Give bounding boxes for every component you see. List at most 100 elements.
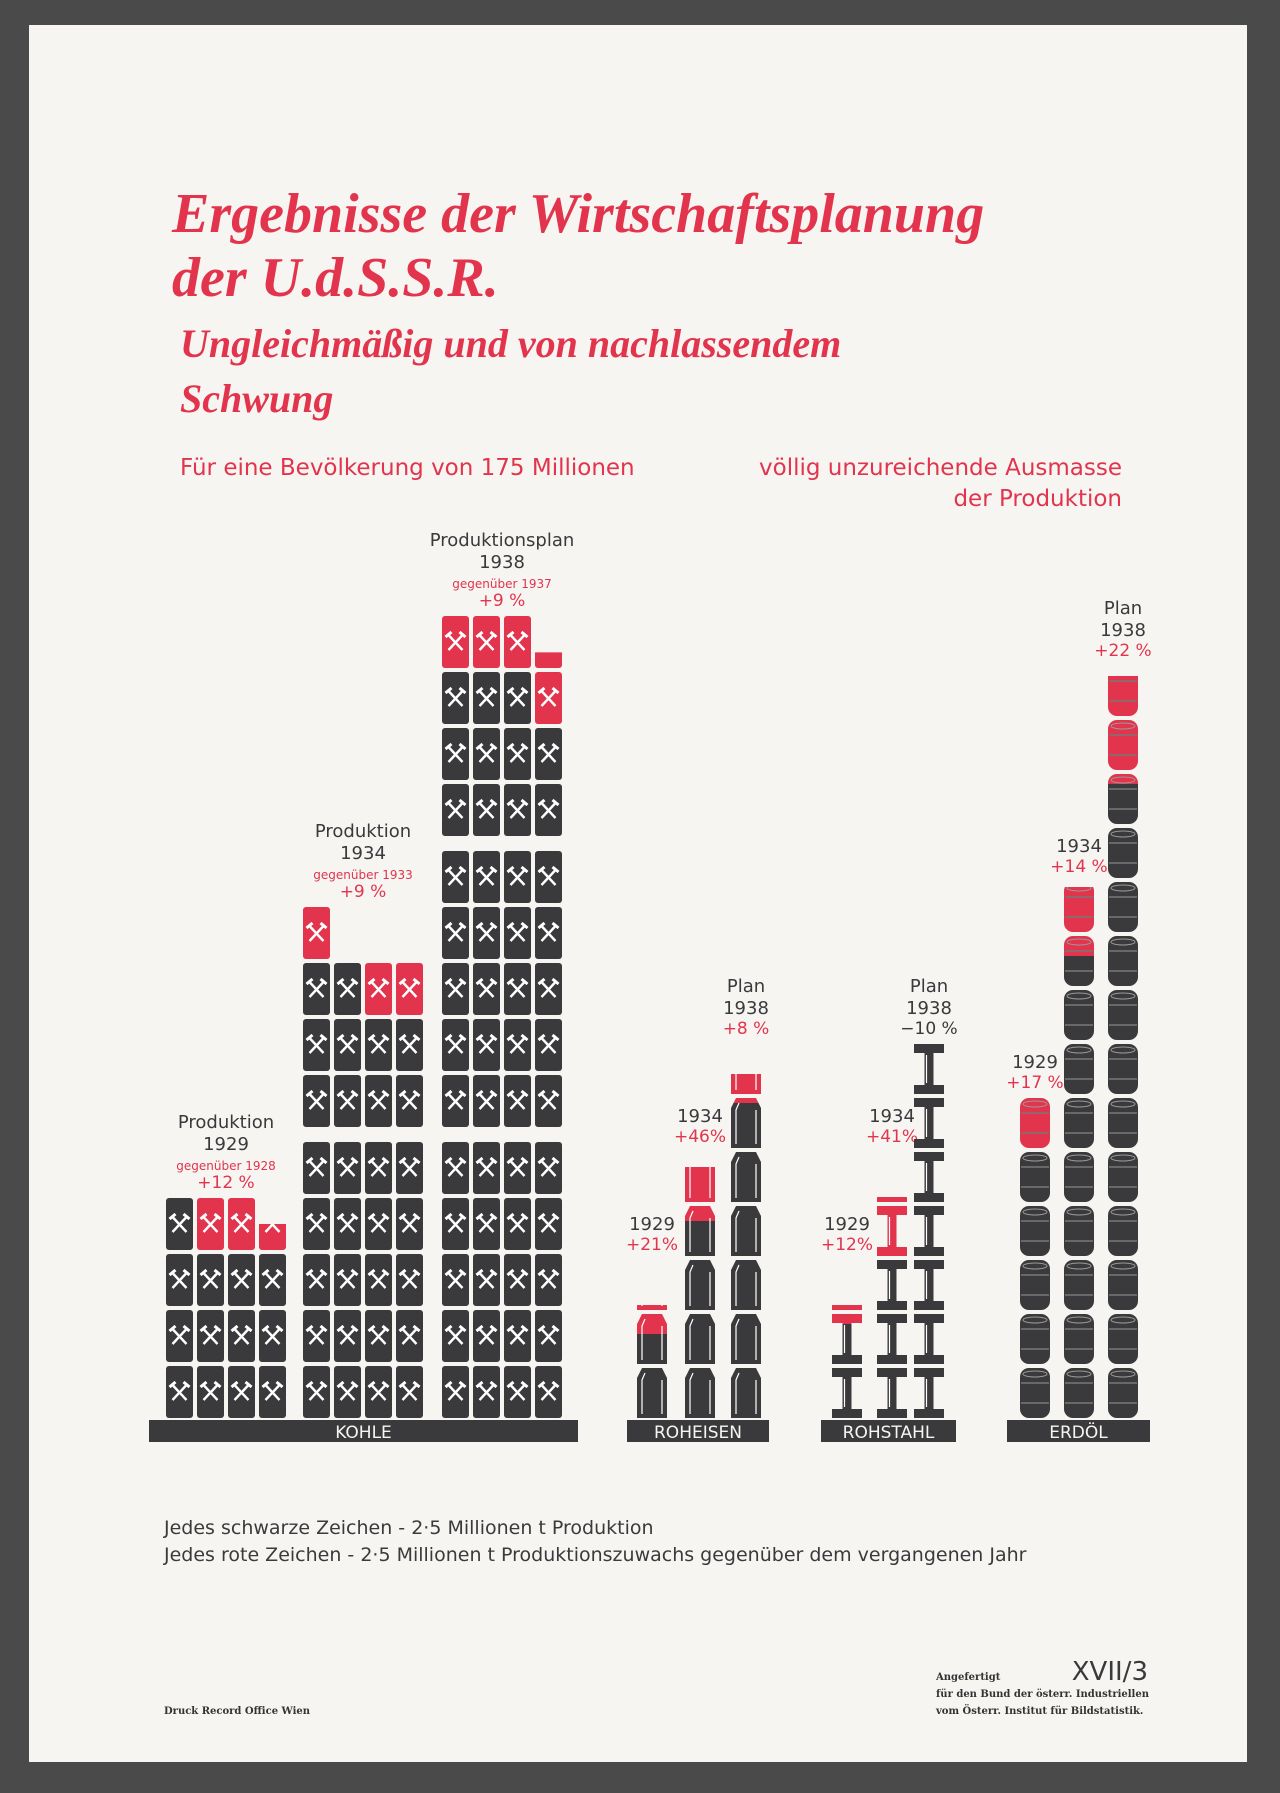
black-icon bbox=[442, 1310, 469, 1362]
comparison-note: gegenüber 1937 bbox=[452, 577, 552, 591]
change-label: +14 % bbox=[1050, 857, 1107, 877]
black-icon bbox=[259, 1310, 286, 1362]
black-icon bbox=[442, 907, 469, 959]
black-icon bbox=[442, 851, 469, 903]
black-icon bbox=[473, 1366, 500, 1418]
black-icon bbox=[1064, 990, 1094, 1040]
black-icon bbox=[1108, 784, 1138, 824]
red-icon bbox=[303, 907, 330, 959]
printer: Druck Record Office Wien bbox=[164, 1706, 311, 1717]
change-label: +9 % bbox=[479, 591, 526, 611]
black-icon bbox=[731, 1206, 761, 1256]
black-icon bbox=[365, 1310, 392, 1362]
column-label: 1938 bbox=[479, 552, 525, 573]
black-icon bbox=[1108, 1152, 1138, 1202]
black-icon bbox=[396, 1254, 423, 1306]
black-icon bbox=[365, 1198, 392, 1250]
black-icon bbox=[303, 1310, 330, 1362]
column-label: 1938 bbox=[1100, 620, 1146, 641]
black-icon bbox=[334, 1310, 361, 1362]
black-icon bbox=[877, 1368, 907, 1418]
black-icon bbox=[396, 1366, 423, 1418]
black-icon bbox=[303, 1142, 330, 1194]
title: der U.d.S.S.R. bbox=[172, 247, 499, 309]
category-strip bbox=[1007, 1420, 1150, 1442]
black-icon bbox=[535, 963, 562, 1015]
black-icon bbox=[1108, 990, 1138, 1040]
black-icon bbox=[1064, 1098, 1094, 1148]
note: Für eine Bevölkerung von 175 Millionen bbox=[180, 455, 635, 481]
black-icon bbox=[914, 1152, 944, 1202]
black-icon bbox=[685, 1314, 715, 1364]
red-icon bbox=[1108, 676, 1138, 716]
black-icon bbox=[1108, 828, 1138, 878]
legend-entry: Jedes schwarze Zeichen - 2·5 Millionen t… bbox=[163, 1517, 654, 1539]
black-icon bbox=[473, 1198, 500, 1250]
black-icon bbox=[473, 1075, 500, 1127]
black-icon bbox=[504, 784, 531, 836]
black-icon bbox=[504, 851, 531, 903]
category-label: KOHLE bbox=[335, 1423, 392, 1443]
red-icon bbox=[733, 1098, 759, 1103]
red-icon bbox=[877, 1206, 907, 1256]
black-icon bbox=[166, 1366, 193, 1418]
black-icon bbox=[535, 1075, 562, 1127]
black-icon bbox=[396, 1075, 423, 1127]
black-icon bbox=[914, 1098, 944, 1148]
change-label: +8 % bbox=[723, 1019, 770, 1039]
black-icon bbox=[731, 1314, 761, 1364]
black-icon bbox=[685, 1368, 715, 1418]
black-icon bbox=[535, 728, 562, 780]
black-icon bbox=[1108, 882, 1138, 932]
black-icon bbox=[914, 1314, 944, 1364]
change-label: +12 % bbox=[197, 1173, 254, 1193]
red-icon bbox=[228, 1198, 255, 1250]
black-icon bbox=[504, 1142, 531, 1194]
black-icon bbox=[473, 963, 500, 1015]
black-icon bbox=[535, 1142, 562, 1194]
black-icon bbox=[731, 1368, 761, 1418]
black-icon bbox=[334, 1075, 361, 1127]
black-icon bbox=[166, 1310, 193, 1362]
change-label: +12% bbox=[821, 1235, 873, 1255]
black-icon bbox=[365, 1075, 392, 1127]
black-icon bbox=[504, 1310, 531, 1362]
red-icon bbox=[685, 1206, 715, 1221]
black-icon bbox=[1020, 1206, 1050, 1256]
black-icon bbox=[1108, 1044, 1138, 1094]
note: der Produktion bbox=[953, 486, 1122, 512]
black-icon bbox=[637, 1334, 667, 1364]
column-label: 1934 bbox=[869, 1106, 915, 1127]
black-icon bbox=[365, 1142, 392, 1194]
black-icon bbox=[365, 1019, 392, 1071]
black-icon bbox=[504, 963, 531, 1015]
black-icon bbox=[442, 963, 469, 1015]
black-icon bbox=[637, 1368, 667, 1418]
black-icon bbox=[303, 963, 330, 1015]
black-icon bbox=[334, 1254, 361, 1306]
column-label: 1929 bbox=[629, 1214, 675, 1235]
column-label: 1938 bbox=[723, 998, 769, 1019]
black-icon bbox=[197, 1366, 224, 1418]
change-label: +22 % bbox=[1094, 641, 1151, 661]
black-icon bbox=[504, 1254, 531, 1306]
red-icon bbox=[1020, 1098, 1050, 1148]
red-icon bbox=[504, 616, 531, 668]
red-icon bbox=[637, 1305, 667, 1310]
red-icon bbox=[832, 1314, 862, 1324]
red-icon bbox=[1064, 887, 1094, 932]
black-icon bbox=[334, 1366, 361, 1418]
red-icon bbox=[396, 963, 423, 1015]
black-icon bbox=[473, 1142, 500, 1194]
change-label: +21% bbox=[626, 1235, 678, 1255]
column-label: Produktionsplan bbox=[430, 530, 575, 551]
black-icon bbox=[365, 1254, 392, 1306]
column-label: 1934 bbox=[340, 843, 386, 864]
column-label: 1929 bbox=[1012, 1052, 1058, 1073]
black-icon bbox=[685, 1260, 715, 1310]
black-icon bbox=[1064, 1152, 1094, 1202]
black-icon bbox=[877, 1314, 907, 1364]
red-icon bbox=[731, 1074, 761, 1094]
black-icon bbox=[535, 1366, 562, 1418]
column-label: 1938 bbox=[906, 998, 952, 1019]
